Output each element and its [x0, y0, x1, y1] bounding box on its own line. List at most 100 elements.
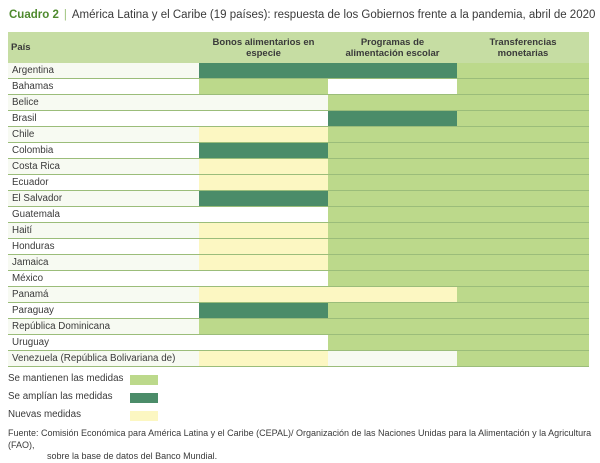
legend-swatch-expand	[130, 393, 158, 403]
country-cell: Uruguay	[8, 334, 199, 351]
measure-cell-c3	[457, 206, 589, 223]
measure-cell-c3	[457, 142, 589, 159]
measure-cell-c1	[199, 190, 328, 207]
table-row: Venezuela (República Bolivariana de)	[8, 350, 589, 367]
measure-cell-c2	[328, 206, 457, 223]
measure-cell-c2	[328, 350, 457, 367]
measure-cell-c2	[328, 158, 457, 175]
measure-cell-c2	[328, 78, 457, 95]
table-row: Paraguay	[8, 302, 589, 319]
table-caption: América Latina y el Caribe (19 países): …	[71, 9, 596, 21]
legend-swatch-new	[130, 411, 158, 421]
measure-cell-c1	[199, 286, 328, 303]
measure-cell-c3	[457, 350, 589, 367]
column-header-food-vouchers: Bonos alimentarios en especie	[199, 32, 328, 63]
measure-cell-c1	[199, 110, 328, 127]
table-row: Costa Rica	[8, 158, 589, 175]
table-title: Cuadro 2 | América Latina y el Caribe (19 …	[9, 9, 595, 21]
country-cell: México	[8, 270, 199, 287]
measure-cell-c2	[328, 254, 457, 271]
measure-cell-c3	[457, 190, 589, 207]
legend-label-maintain: Se mantienen las medidas	[8, 373, 124, 384]
table-row: México	[8, 270, 589, 287]
measure-cell-c3	[457, 270, 589, 287]
legend-item-new: Nuevas medidas	[8, 408, 168, 426]
measure-cell-c2	[328, 94, 457, 111]
measure-cell-c3	[457, 318, 589, 335]
measure-cell-c1	[199, 158, 328, 175]
table-row: Ecuador	[8, 174, 589, 191]
measure-cell-c1	[199, 318, 328, 335]
legend: Se mantienen las medidas Se amplían las …	[8, 372, 168, 426]
country-cell: Guatemala	[8, 206, 199, 223]
measure-cell-c1	[199, 126, 328, 143]
country-cell: Bahamas	[8, 78, 199, 95]
country-cell: Jamaica	[8, 254, 199, 271]
table-body: Argentina Bahamas Belice Brasil Chile Colombi…	[8, 63, 589, 367]
measure-cell-c2	[328, 110, 457, 127]
column-header-school-feeding-label: Programas de alimentación escolar	[345, 36, 440, 59]
measure-cell-c3	[457, 302, 589, 319]
measure-cell-c2	[328, 334, 457, 351]
measure-cell-c2	[328, 302, 457, 319]
column-header-country: País	[8, 32, 199, 63]
table-header-row: País Bonos alimentarios en especie Progr…	[8, 32, 589, 63]
table-row: República Dominicana	[8, 318, 589, 335]
country-cell: Honduras	[8, 238, 199, 255]
country-cell: Colombia	[8, 142, 199, 159]
response-table: País Bonos alimentarios en especie Progr…	[8, 32, 589, 367]
country-cell: Panamá	[8, 286, 199, 303]
measure-cell-c2	[328, 318, 457, 335]
measure-cell-c1	[199, 206, 328, 223]
measure-cell-c2	[328, 238, 457, 255]
table-row: Brasil	[8, 110, 589, 127]
table-row: Uruguay	[8, 334, 589, 351]
table-row: Colombia	[8, 142, 589, 159]
table-row: Panamá	[8, 286, 589, 303]
legend-label-new: Nuevas medidas	[8, 409, 81, 420]
measure-cell-c3	[457, 238, 589, 255]
measure-cell-c1	[199, 350, 328, 367]
country-cell: Brasil	[8, 110, 199, 127]
table-row: Chile	[8, 126, 589, 143]
measure-cell-c1	[199, 254, 328, 271]
country-cell: Argentina	[8, 63, 199, 79]
measure-cell-c1	[199, 334, 328, 351]
table-row: Guatemala	[8, 206, 589, 223]
measure-cell-c1	[199, 302, 328, 319]
table-row: Bahamas	[8, 78, 589, 95]
country-cell: Costa Rica	[8, 158, 199, 175]
measure-cell-c3	[457, 286, 589, 303]
country-cell: República Dominicana	[8, 318, 199, 335]
table-row: Argentina	[8, 63, 589, 79]
table-row: Honduras	[8, 238, 589, 255]
measure-cell-c3	[457, 158, 589, 175]
measure-cell-c3	[457, 63, 589, 79]
country-cell: Chile	[8, 126, 199, 143]
measure-cell-c3	[457, 126, 589, 143]
measure-cell-c3	[457, 254, 589, 271]
measure-cell-c1	[199, 78, 328, 95]
measure-cell-c2	[328, 174, 457, 191]
measure-cell-c3	[457, 110, 589, 127]
measure-cell-c1	[199, 222, 328, 239]
measure-cell-c2	[328, 142, 457, 159]
column-header-school-feeding: Programas de alimentación escolar	[328, 32, 457, 63]
column-header-food-vouchers-label: Bonos alimentarios en especie	[212, 36, 315, 59]
measure-cell-c3	[457, 78, 589, 95]
measure-cell-c3	[457, 334, 589, 351]
country-cell: Haití	[8, 222, 199, 239]
legend-label-expand: Se amplían las medidas	[8, 391, 113, 402]
measure-cell-c3	[457, 222, 589, 239]
measure-cell-c1	[199, 238, 328, 255]
country-cell: Venezuela (República Bolivariana de)	[8, 350, 199, 367]
column-header-cash-transfers-label: Transferencias monetarias	[489, 36, 557, 59]
table-row: Haití	[8, 222, 589, 239]
measure-cell-c1	[199, 63, 328, 79]
table-number: Cuadro 2	[9, 9, 59, 21]
table-row: Jamaica	[8, 254, 589, 271]
source-line-2: sobre la base de datos del Banco Mundial…	[47, 451, 218, 461]
column-header-cash-transfers: Transferencias monetarias	[457, 32, 589, 63]
measure-cell-c2	[328, 270, 457, 287]
measure-cell-c1	[199, 174, 328, 191]
